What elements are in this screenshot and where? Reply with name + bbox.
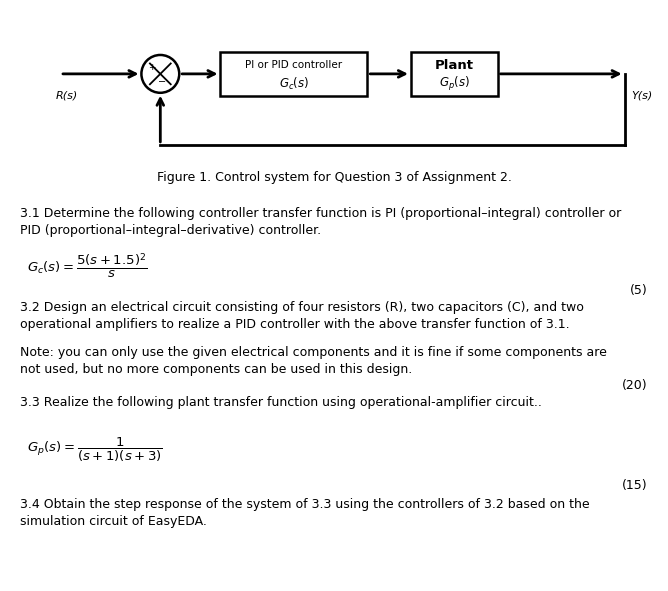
- Text: +: +: [148, 63, 156, 72]
- Bar: [220, 52, 367, 96]
- Text: PI or PID controller: PI or PID controller: [245, 60, 343, 70]
- Text: $G_c(s)=\dfrac{5(s+1.5)^2}{s}$: $G_c(s)=\dfrac{5(s+1.5)^2}{s}$: [27, 251, 148, 280]
- Text: 3.3 Realize the following plant transfer function using operational-amplifier ci: 3.3 Realize the following plant transfer…: [20, 396, 542, 409]
- Text: Plant: Plant: [435, 59, 474, 72]
- Text: $G_p(s)=\dfrac{1}{(s+1)(s+3)}$: $G_p(s)=\dfrac{1}{(s+1)(s+3)}$: [27, 436, 162, 465]
- Text: 3.4 Obtain the step response of the system of 3.3 using the controllers of 3.2 b: 3.4 Obtain the step response of the syst…: [20, 498, 590, 528]
- Text: Y(s): Y(s): [631, 90, 653, 100]
- Text: $G_p(s)$: $G_p(s)$: [439, 76, 470, 93]
- Text: $G_c(s)$: $G_c(s)$: [279, 76, 309, 92]
- Text: −: −: [158, 77, 166, 87]
- Text: Figure 1. Control system for Question 3 of Assignment 2.: Figure 1. Control system for Question 3 …: [156, 171, 512, 184]
- Text: 3.1 Determine the following controller transfer function is PI (proportional–int: 3.1 Determine the following controller t…: [20, 207, 621, 237]
- Bar: [411, 52, 498, 96]
- Text: Note: you can only use the given electrical components and it is fine if some co: Note: you can only use the given electri…: [20, 346, 607, 376]
- Text: (5): (5): [630, 284, 648, 297]
- Text: (15): (15): [623, 479, 648, 492]
- Text: (20): (20): [623, 379, 648, 392]
- Text: 3.2 Design an electrical circuit consisting of four resistors (R), two capacitor: 3.2 Design an electrical circuit consist…: [20, 301, 584, 332]
- Text: R(s): R(s): [55, 90, 78, 100]
